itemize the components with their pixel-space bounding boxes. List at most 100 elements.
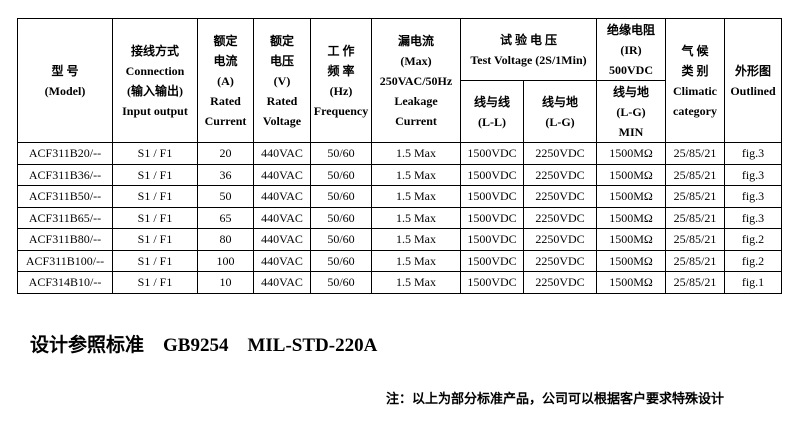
header-ir: 绝缘电阻 (IR) 500VDC	[596, 18, 666, 81]
header-line: 绝缘电阻	[606, 22, 655, 37]
header-leakage: 漏电流 (Max) 250VAC/50Hz Leakage Current	[371, 18, 461, 143]
header-line: (输入输出)	[127, 83, 183, 98]
table-cell: 25/85/21	[665, 185, 725, 208]
table-cell: 50/60	[310, 271, 372, 294]
table-cell: 1500VDC	[460, 271, 524, 294]
table-cell: 1.5 Max	[371, 206, 461, 229]
header-line: Test Voltage (2S/1Min)	[470, 52, 587, 67]
table-row: ACF311B20/-- S1 / F1 20 440VAC 50/60 1.5 Max 1…	[17, 142, 782, 165]
footnote: 注：以上为部分标准产品，公司可以根据客户要求特殊设计	[386, 391, 725, 406]
header-line: 额定	[213, 33, 238, 48]
table-cell: S1 / F1	[112, 206, 198, 229]
table-cell: ACF311B100/--	[17, 249, 113, 272]
header-line: Outlined	[730, 83, 776, 98]
table-cell: 50/60	[310, 142, 372, 165]
table-cell: 2250VDC	[523, 206, 597, 229]
standards-line: 设计参照标准 GB9254 MIL-STD-220A	[30, 335, 378, 356]
table-row: ACF311B80/-- S1 / F1 80 440VAC 50/60 1.5 Max 1…	[17, 228, 782, 251]
table-cell: 65	[197, 206, 254, 229]
table-cell: 1500MΩ	[596, 142, 666, 165]
table-cell: S1 / F1	[112, 142, 198, 165]
header-line: (L-L)	[478, 114, 506, 129]
table-cell: ACF314B10/--	[17, 271, 113, 294]
table-cell: 2250VDC	[523, 271, 597, 294]
table-cell: 50/60	[310, 228, 372, 251]
header-line: 气 候	[681, 43, 709, 58]
header-line: Input output	[122, 103, 188, 118]
table-row: ACF311B50/-- S1 / F1 50 440VAC 50/60 1.5 Max 1…	[17, 185, 782, 208]
table-row: ACF311B100/-- S1 / F1 100 440VAC 50/60 1.5 Ma…	[17, 249, 782, 272]
table-cell: 1500VDC	[460, 228, 524, 251]
table-cell: 50/60	[310, 206, 372, 229]
table-cell: 1500MΩ	[596, 206, 666, 229]
table-cell: 25/85/21	[665, 228, 725, 251]
table-cell: 440VAC	[253, 185, 311, 208]
table-row: ACF311B36/-- S1 / F1 36 440VAC 50/60 1.5 Max 1…	[17, 163, 782, 186]
header-line: 电流	[213, 53, 238, 68]
header-line: Climatic	[673, 83, 717, 98]
table-cell: 1500MΩ	[596, 185, 666, 208]
header-line: 500VDC	[609, 62, 653, 77]
table-cell: 50/60	[310, 163, 372, 186]
table-cell: 50	[197, 185, 254, 208]
table-cell: 20	[197, 142, 254, 165]
table-cell: fig.2	[724, 228, 782, 251]
table-cell: fig.3	[724, 185, 782, 208]
header-model: 型 号 (Model)	[17, 18, 113, 143]
header-line: 额定	[269, 33, 294, 48]
table-cell: 25/85/21	[665, 249, 725, 272]
table-cell: 1.5 Max	[371, 185, 461, 208]
header-line: Rated	[210, 93, 241, 108]
table-cell: 1500MΩ	[596, 228, 666, 251]
header-test-voltage: 试 验 电 压 Test Voltage (2S/1Min)	[460, 18, 597, 81]
table-cell: 1500MΩ	[596, 163, 666, 186]
header-current: 额定 电流 (A) Rated Current	[197, 18, 254, 143]
table-cell: S1 / F1	[112, 185, 198, 208]
header-voltage: 额定 电压 (V) Rated Voltage	[253, 18, 311, 143]
table-cell: fig.3	[724, 163, 782, 186]
table-cell: fig.2	[724, 249, 782, 272]
header-line: (Model)	[44, 83, 86, 98]
header-line: 电压	[269, 53, 294, 68]
table-cell: fig.3	[724, 142, 782, 165]
header-line: 工 作	[327, 43, 355, 58]
table-cell: S1 / F1	[112, 163, 198, 186]
header-line: 外形图	[734, 63, 771, 78]
header-line: Rated	[266, 93, 298, 108]
header-line: (V)	[273, 73, 291, 88]
header-line: (Hz)	[329, 83, 353, 98]
table-cell: 25/85/21	[665, 206, 725, 229]
header-line: (Max)	[400, 53, 432, 68]
table-row: ACF311B65/-- S1 / F1 65 440VAC 50/60 1.5 Max 1…	[17, 206, 782, 229]
table-cell: S1 / F1	[112, 249, 198, 272]
table-cell: fig.3	[724, 206, 782, 229]
table-row: ACF314B10/-- S1 / F1 10 440VAC 50/60 1.5 Max 1…	[17, 271, 782, 294]
header-line: 类 别	[681, 63, 709, 78]
table-cell: 440VAC	[253, 271, 311, 294]
table-cell: 1.5 Max	[371, 163, 461, 186]
table-cell: 1500VDC	[460, 249, 524, 272]
header-line: 型 号	[51, 63, 79, 78]
header-lg: 线与地 (L-G)	[523, 80, 597, 143]
table-cell: 50/60	[310, 249, 372, 272]
table-cell: 100	[197, 249, 254, 272]
table-cell: 25/85/21	[665, 271, 725, 294]
table-cell: 2250VDC	[523, 249, 597, 272]
table-cell: S1 / F1	[112, 271, 198, 294]
table-cell: 80	[197, 228, 254, 251]
header-connection: 接线方式 Connection (输入输出) Input output	[112, 18, 198, 143]
header-line: (IR)	[620, 42, 642, 57]
table-cell: ACF311B80/--	[17, 228, 113, 251]
table-cell: 36	[197, 163, 254, 186]
table-cell: 440VAC	[253, 249, 311, 272]
header-line: 频 率	[327, 63, 355, 78]
header-line: Frequency	[313, 103, 369, 118]
table-cell: 440VAC	[253, 163, 311, 186]
table-cell: 2250VDC	[523, 228, 597, 251]
header-line: 线与地	[541, 94, 578, 109]
table-cell: 25/85/21	[665, 142, 725, 165]
table-cell: 25/85/21	[665, 163, 725, 186]
header-line: 线与线	[473, 94, 510, 109]
table-cell: 1.5 Max	[371, 271, 461, 294]
table-cell: 440VAC	[253, 206, 311, 229]
